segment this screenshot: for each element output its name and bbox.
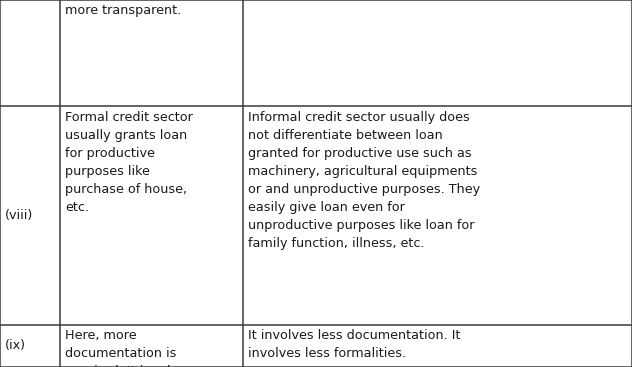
Text: (viii): (viii)	[5, 209, 33, 222]
Text: (ix): (ix)	[5, 339, 26, 352]
Text: Informal credit sector usually does
not differentiate between loan
granted for p: Informal credit sector usually does not …	[248, 111, 480, 250]
Text: Here, more
documentation is
required. It involves
many formalities.: Here, more documentation is required. It…	[65, 329, 193, 367]
Text: It involves less documentation. It
involves less formalities.: It involves less documentation. It invol…	[248, 329, 461, 360]
Text: more transparent.: more transparent.	[65, 4, 181, 17]
Text: Formal credit sector
usually grants loan
for productive
purposes like
purchase o: Formal credit sector usually grants loan…	[65, 111, 193, 214]
